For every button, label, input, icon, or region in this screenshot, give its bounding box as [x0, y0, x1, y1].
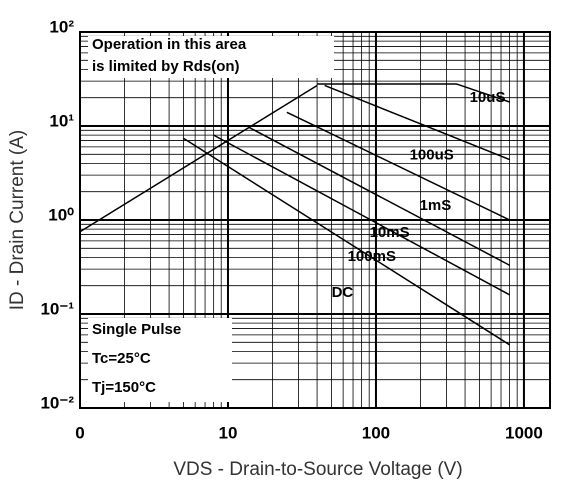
series-line: [213, 134, 510, 296]
x-tick-label: 0: [75, 423, 84, 442]
y-tick-label: 10⁰: [48, 205, 74, 224]
x-tick-label: 10: [219, 423, 238, 442]
x-tick-label: 1000: [505, 423, 543, 442]
series-label: DC: [332, 284, 354, 301]
annotation-box: [88, 36, 334, 78]
annotation: Tj=150°C: [92, 379, 156, 396]
plot-frame: [79, 31, 551, 409]
lines: [79, 83, 511, 346]
series-line: [79, 84, 318, 233]
series-line: [317, 83, 510, 103]
series-label: 100mS: [348, 248, 396, 265]
grid: [79, 31, 550, 409]
series-label: 100uS: [410, 146, 454, 163]
series-line: [324, 84, 510, 161]
y-tick-label: 10⁻²: [40, 393, 74, 412]
annotation: is limited by Rds(on): [92, 58, 240, 75]
y-tick-label: 10¹: [49, 111, 74, 130]
annotation: Tc=25°C: [92, 350, 151, 367]
series-line: [249, 127, 510, 266]
series-label: 10uS: [470, 89, 506, 106]
annotation: Single Pulse: [92, 321, 181, 338]
series-label: 1mS: [420, 197, 452, 214]
y-tick-label: 10⁻¹: [40, 299, 74, 318]
series-line: [183, 137, 511, 346]
y-axis-title: ID - Drain Current (A): [7, 130, 28, 311]
y-tick-label: 10²: [49, 17, 74, 36]
x-tick-label: 100: [362, 423, 390, 442]
series-label: 10mS: [370, 224, 410, 241]
series-line: [286, 111, 510, 221]
annotation: Operation in this area: [92, 36, 247, 53]
x-axis-title: VDS - Drain-to-Source Voltage (V): [173, 459, 462, 480]
annotation-box: [88, 318, 232, 402]
